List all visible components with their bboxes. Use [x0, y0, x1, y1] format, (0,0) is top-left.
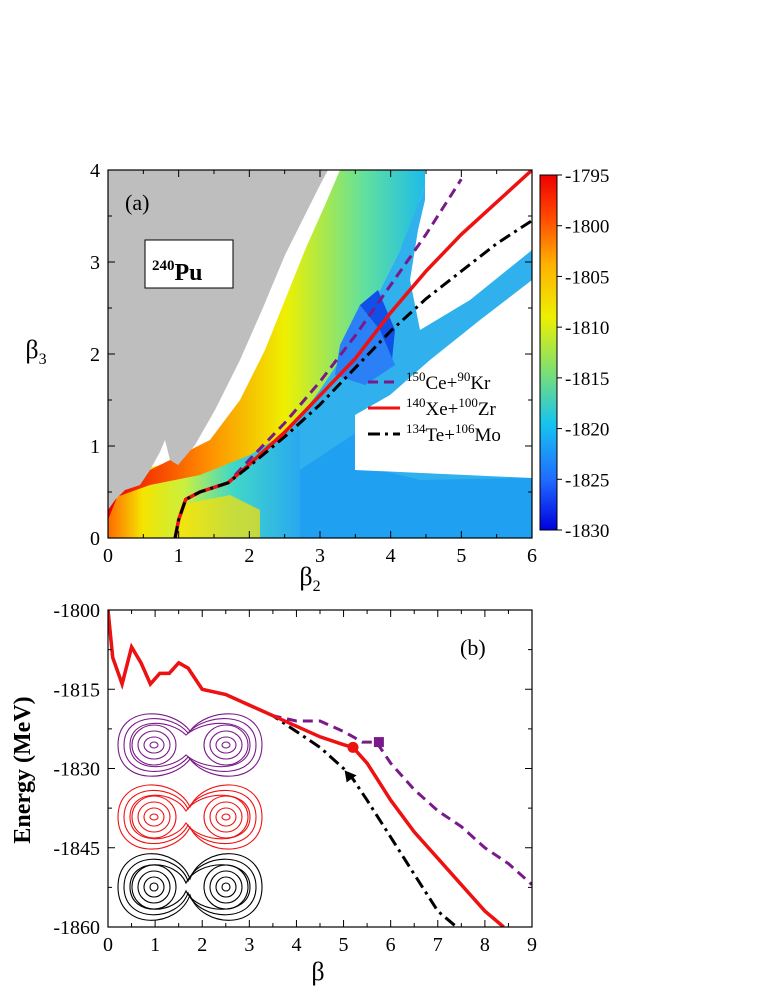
density-contour-ce-kr — [117, 713, 263, 777]
nucleus-label-box — [144, 239, 234, 289]
nucleus-label: 240Pu — [152, 258, 203, 286]
colorbar-tick-label: -1825 — [565, 470, 609, 491]
x-tick-label-b: 4 — [291, 934, 301, 956]
axes-b: 0 1 2 3 4 5 6 7 8 9 -1800 -1815 -1830 -1845 -1860 — [53, 600, 537, 956]
x-tick-label-a: 5 — [456, 545, 466, 567]
colorbar-tick-label: -1795 — [565, 166, 609, 187]
density-contour-xe-zr — [117, 784, 263, 850]
x-tick-label-b: 3 — [244, 934, 254, 956]
x-tick-label-b: 8 — [480, 934, 490, 956]
x-tick-label-a: 3 — [315, 545, 325, 567]
y-tick-label-b: -1830 — [53, 759, 100, 781]
colorbar-ticks: -1795 -1800 -1805 -1810 -1815 -1820 -1825 -1830 — [557, 166, 609, 542]
x-tick-label-b: 9 — [527, 934, 537, 956]
energy-curves — [108, 610, 532, 927]
y-tick-label-b: -1800 — [53, 600, 100, 622]
y-tick-label-a: 0 — [90, 528, 100, 550]
nucleus-symbol: Pu — [175, 260, 203, 286]
panel-b: 0 1 2 3 4 5 6 7 8 9-1800-1815-1830-1845-1860 (b) … — [10, 600, 537, 986]
x-axis-label-a: β2 — [299, 562, 320, 595]
scission-marker-triangle — [344, 770, 357, 783]
nucleus-mass: 240 — [152, 258, 175, 274]
y-axis-label-b: Energy (MeV) — [10, 696, 36, 843]
colorbar-tick-label: -1810 — [565, 318, 609, 339]
y-tick-label-a: 1 — [90, 436, 100, 458]
scission-marker-circle — [347, 741, 359, 753]
axes-a: 0 1 2 3 4 5 6 0 1 2 3 4 — [90, 160, 537, 567]
y-axis-label-a: β3 — [25, 335, 46, 368]
x-tick-label-a: 0 — [103, 545, 113, 567]
x-tick-label-a: 4 — [386, 545, 396, 567]
y-tick-label-a: 4 — [90, 160, 100, 182]
y-tick-label-a: 2 — [90, 344, 100, 366]
x-tick-label-a: 6 — [527, 545, 537, 567]
x-tick-label-b: 7 — [433, 934, 443, 956]
x-tick-label-b: 2 — [197, 934, 207, 956]
fission-paths — [173, 170, 532, 538]
x-tick-label-b: 5 — [339, 934, 349, 956]
x-tick-label-b: 1 — [150, 934, 160, 956]
y-tick-label-b: -1845 — [53, 838, 100, 860]
colorbar-tick-label: -1805 — [565, 267, 609, 288]
undefined-region-lower — [355, 280, 532, 478]
panel-label-a: (a) — [125, 190, 149, 215]
density-contour-te-mo — [117, 853, 263, 921]
y-tick-label-a: 3 — [90, 252, 100, 274]
colorbar — [539, 174, 558, 531]
potential-energy-surface — [108, 170, 532, 538]
scission-marker-square — [373, 737, 384, 748]
panel-label-b: (b) — [460, 635, 486, 660]
y-tick-label-b: -1860 — [53, 917, 100, 939]
y-tick-label-b: -1815 — [53, 679, 100, 701]
colorbar-tick-label: -1815 — [565, 369, 609, 390]
colorbar-tick-label: -1830 — [565, 521, 609, 542]
scission-markers — [344, 737, 384, 783]
legend-entry-3: 134Te+106Mo — [406, 421, 501, 446]
legend-entry-1: 150Ce+90Kr — [406, 369, 491, 394]
x-tick-label-a: 1 — [174, 545, 184, 567]
colorbar-tick-label: -1820 — [565, 420, 609, 441]
fission-path-3 — [173, 219, 532, 538]
x-tick-label-b: 0 — [103, 934, 113, 956]
x-tick-label-b: 6 — [386, 934, 396, 956]
energy-curve-2 — [108, 610, 505, 927]
energy-band — [108, 170, 430, 520]
x-tick-label-a: 2 — [244, 545, 254, 567]
colorbar-tick-label: -1800 — [565, 217, 609, 238]
legend-entry-2: 140Xe+100Zr — [406, 395, 496, 420]
x-axis-label-b: β — [311, 957, 324, 986]
